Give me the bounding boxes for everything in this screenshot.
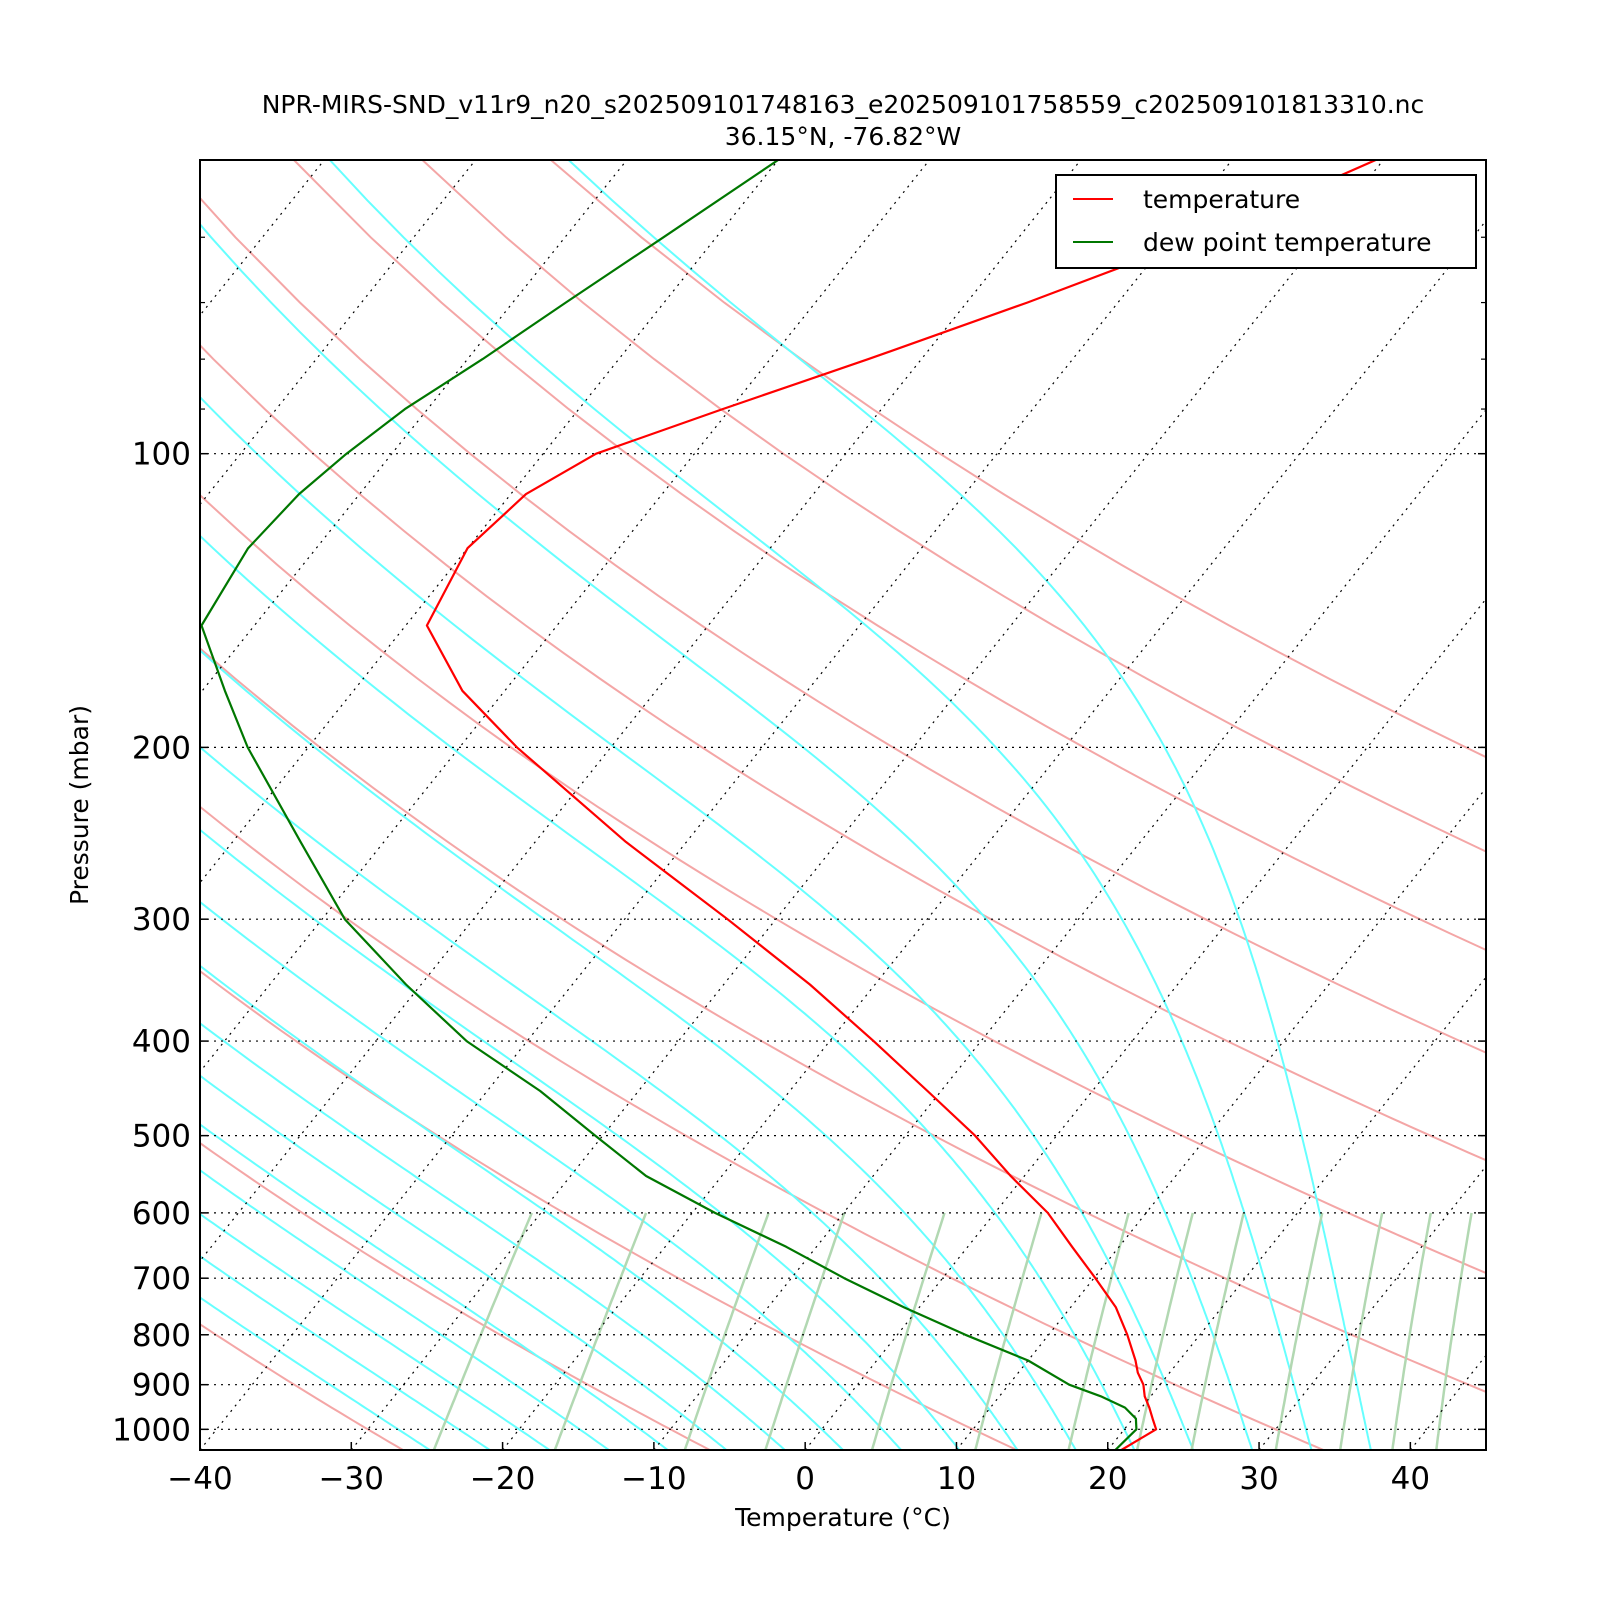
x-tick-label: 0 — [795, 1461, 815, 1497]
x-tick-label: 20 — [1088, 1461, 1127, 1497]
mixing-ratio-line — [1190, 1212, 1245, 1450]
isotherm-line — [1409, 1354, 1486, 1450]
tick-marks — [199, 159, 1486, 1450]
moist-adiabat-line — [200, 534, 1136, 1450]
moist-adiabat-line — [567, 160, 1372, 1450]
mixing-ratio-line — [1435, 1212, 1473, 1450]
isotherm-line — [653, 408, 1486, 1450]
y-tick-label: 900 — [132, 1368, 191, 1404]
mixing-ratio-line — [1274, 1212, 1324, 1450]
moist-adiabat-line — [200, 1074, 728, 1450]
moist-adiabat-line — [200, 1296, 431, 1450]
moist-adiabat-line — [329, 160, 1313, 1450]
x-tick-label: 40 — [1391, 1461, 1430, 1497]
legend-box — [1055, 174, 1477, 269]
dry-adiabat-line — [200, 1141, 711, 1450]
isotherm-line — [200, 160, 930, 1073]
dry-adiabat-line — [550, 160, 1486, 759]
dry-adiabat-line — [200, 343, 1486, 1162]
mixing-ratio-line — [683, 1212, 770, 1450]
moist-adiabat-line — [200, 900, 902, 1450]
moist-adiabat-line — [200, 964, 844, 1450]
x-axis-label: Temperature (°C) — [734, 1503, 951, 1532]
dry-adiabat-line — [200, 647, 1486, 1393]
moist-adiabat-line — [200, 395, 1195, 1450]
moist-adiabat-line — [200, 649, 1077, 1450]
dry-adiabat-line — [293, 160, 1486, 952]
y-tick-label: 500 — [132, 1119, 191, 1155]
plot-frame — [199, 159, 1487, 1451]
y-axis-label: Pressure (mbar) — [65, 705, 94, 905]
moist-adiabat-line — [200, 745, 1019, 1450]
isotherm-line — [804, 598, 1486, 1450]
x-tick-labels: −40 −30 −20 −10 0 10 20 30 40 — [167, 1461, 1430, 1497]
x-tick-label: −30 — [319, 1461, 384, 1497]
moist-adiabat-line — [200, 1123, 669, 1450]
x-tick-label: −40 — [167, 1461, 232, 1497]
mixing-ratio-line — [432, 1212, 533, 1450]
dry-adiabat-line — [200, 1323, 404, 1450]
moist-adiabat-line — [200, 1212, 551, 1450]
mixing-ratio-line — [764, 1212, 846, 1450]
mixing-ratio-line — [1067, 1212, 1130, 1450]
dry-adiabat-line — [200, 493, 1486, 1275]
legend-label-temperature: temperature — [1143, 185, 1300, 214]
dry-adiabat-line — [200, 196, 1486, 1054]
y-tick-label: 1000 — [112, 1412, 191, 1448]
sounding-lines — [200, 160, 1377, 1450]
y-tick-label: 800 — [132, 1318, 191, 1354]
legend-label-dew-point: dew point temperature — [1143, 228, 1432, 257]
mixing-ratio-line — [553, 1212, 648, 1450]
mixing-ratio-line — [1338, 1212, 1384, 1450]
chart-title: NPR-MIRS-SND_v11r9_n20_s202509101748163_… — [262, 90, 1425, 119]
y-tick-label: 600 — [132, 1196, 191, 1232]
chart-subtitle: 36.15°N, -76.82°W — [725, 122, 961, 151]
isotherm-line — [200, 160, 779, 884]
x-tick-label: 30 — [1239, 1461, 1278, 1497]
dry-adiabat-line — [200, 969, 1018, 1450]
moist-adiabat-line — [200, 222, 1254, 1450]
background-lines — [0, 160, 1600, 1450]
isotherm-line — [200, 160, 1082, 1262]
isotherm-line — [200, 160, 325, 317]
legend: temperature dew point temperature — [1055, 174, 1477, 269]
y-tick-label: 200 — [132, 730, 191, 766]
y-tick-label: 100 — [132, 437, 191, 473]
mixing-ratio-line — [870, 1212, 946, 1450]
isotherm-line — [1562, 160, 1600, 1450]
dewpoint-line — [200, 160, 1138, 1450]
isotherm-line — [1258, 1165, 1486, 1450]
isotherm-line — [0, 160, 22, 1450]
moist-adiabat-line — [200, 828, 961, 1450]
y-tick-label: 400 — [132, 1024, 191, 1060]
x-tick-label: −10 — [621, 1461, 686, 1497]
isotherm-line — [956, 787, 1486, 1450]
isotherm-line — [200, 160, 1233, 1450]
y-tick-labels: 100 200 300 400 500 600 700 800 900 1000 — [112, 437, 191, 1449]
moist-adiabat-line — [200, 1022, 786, 1450]
isotherm-line — [502, 219, 1486, 1450]
temperature-line — [425, 160, 1377, 1450]
moist-adiabat-line — [200, 1169, 610, 1450]
y-tick-label: 300 — [132, 902, 191, 938]
dry-adiabat-line — [200, 805, 1324, 1450]
dry-adiabat-line — [421, 160, 1486, 853]
mixing-ratio-line — [1391, 1212, 1433, 1450]
y-tick-label: 700 — [132, 1261, 191, 1297]
mixing-ratio-line — [1135, 1212, 1195, 1450]
x-tick-label: −20 — [470, 1461, 535, 1497]
x-tick-label: 10 — [937, 1461, 976, 1497]
isotherm-line — [350, 160, 1384, 1450]
mixing-ratio-line — [974, 1212, 1043, 1450]
moist-adiabat-line — [200, 1255, 491, 1450]
